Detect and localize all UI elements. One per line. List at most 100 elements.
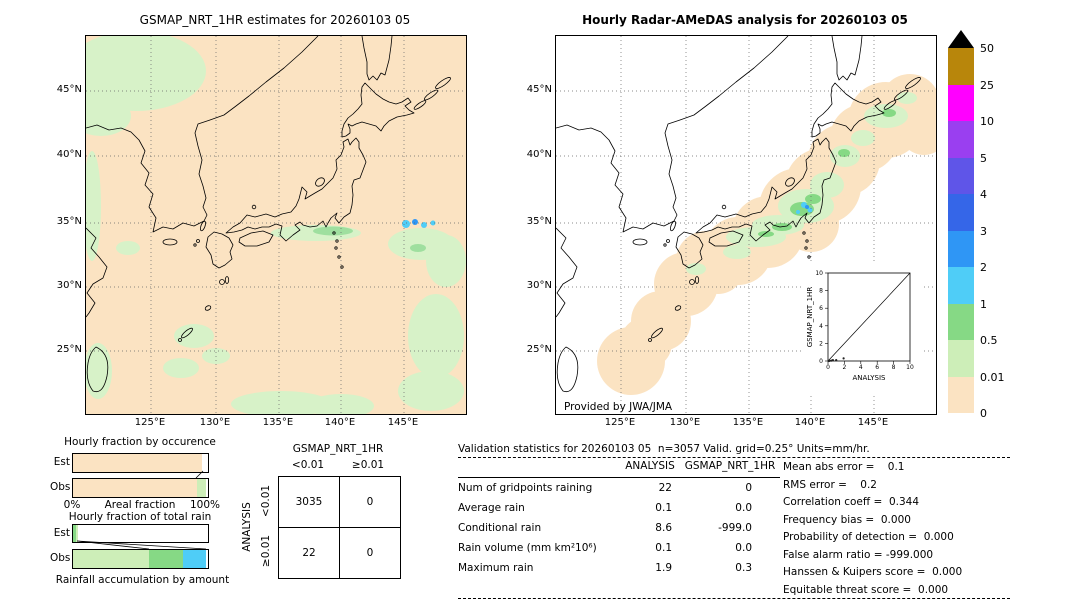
colorbar-label-001: 0.01 <box>980 370 1005 384</box>
colorbar-segment-4-5 <box>948 157 974 194</box>
left-lon-tick-130e: 130°E <box>199 417 231 428</box>
colorbar-label-10: 10 <box>980 115 994 128</box>
scatter-points <box>827 357 845 363</box>
validation-scores: Mean abs error = 0.1 RMS error = 0.2 Cor… <box>783 459 1010 599</box>
svg-text:8: 8 <box>892 364 896 371</box>
svg-text:6: 6 <box>875 364 879 371</box>
contingency-col-group-label: GSMAP_NRT_1HR <box>292 443 384 455</box>
svg-text:2: 2 <box>819 340 823 347</box>
totalrain-obs-label: Obs <box>50 552 71 564</box>
contingency-cell-false-alarm: 0 <box>339 476 401 528</box>
validation-row-gridpoints: Num of gridpoints raining 22 0 <box>458 482 752 494</box>
colorbar-label-25: 25 <box>980 78 994 92</box>
occurrence-axis-label: Areal fraction <box>104 499 176 511</box>
colorbar-segment-0-001 <box>948 376 974 413</box>
radar-amedas-map: 0 2 4 6 8 10 0 2 4 6 8 10 ANALYSIS GSMAP… <box>555 35 948 415</box>
left-lat-tick-35n: 35°N <box>56 216 82 227</box>
occurrence-obs-label: Obs <box>50 481 71 493</box>
occurrence-obs-bar <box>72 478 209 498</box>
score-frequency-bias: Frequency bias = 0.000 <box>783 513 911 526</box>
colorbar-segment-1-2 <box>948 267 974 304</box>
dashed-divider-bottom <box>458 598 1010 599</box>
right-lon-tick-125e: 125°E <box>604 417 636 428</box>
svg-text:10: 10 <box>815 270 823 277</box>
colorbar-label-3: 3 <box>980 224 987 238</box>
validation-row-maximum-rain: Maximum rain 1.9 0.3 <box>458 562 752 574</box>
colorbar-label-0: 0 <box>980 407 987 420</box>
right-lat-tick-35n: 35°N <box>526 216 552 227</box>
svg-text:8: 8 <box>819 288 823 295</box>
contingency-cell-hit-none: 3035 <box>278 476 340 528</box>
colorbar-segment-10-25 <box>948 84 974 121</box>
colorbar-label-1: 1 <box>980 297 987 311</box>
contingency-row-label-lt: <0.01 <box>260 484 272 518</box>
contingency-col-label-lt: <0.01 <box>291 459 325 471</box>
scatter-inset: 0 2 4 6 8 10 0 2 4 6 8 10 ANALYSIS GSMAP… <box>802 262 924 394</box>
colorbar-segment-001-05 <box>948 340 974 377</box>
contingency-table: 3035 0 22 0 <box>278 476 401 579</box>
left-lon-tick-135e: 135°E <box>262 417 294 428</box>
scatter-x-tick-labels: 0 2 4 6 8 10 <box>826 364 914 371</box>
totalrain-chart-title: Hourly fraction of total rain <box>68 511 212 523</box>
colorbar-label-2: 2 <box>980 261 987 274</box>
right-lat-tick-45n: 45°N <box>526 84 552 95</box>
occurrence-chart-title: Hourly fraction by occurence <box>64 436 216 448</box>
validation-col-analysis: ANALYSIS <box>625 460 675 472</box>
colorbar-label-50: 50 <box>980 42 994 55</box>
occurrence-est-label: Est <box>53 456 70 468</box>
scatter-y-tick-labels: 0 2 4 6 8 10 <box>815 270 823 365</box>
validation-row-conditional-rain: Conditional rain 8.6 -999.0 <box>458 522 752 534</box>
left-map-title: GSMAP_NRT_1HR estimates for 20260103 05 <box>139 13 411 27</box>
left-lon-tick-145e: 145°E <box>387 417 419 428</box>
svg-text:6: 6 <box>819 305 823 312</box>
colorbar-segment-05-1 <box>948 303 974 340</box>
occurrence-axis-max: 100% <box>190 499 221 511</box>
colorbar-segment-5-10 <box>948 121 974 158</box>
score-mean-abs-error: Mean abs error = 0.1 <box>783 461 905 473</box>
totalrain-obs-bar <box>72 549 209 569</box>
gsmap-estimates-map <box>66 31 467 418</box>
contingency-cell-hit: 0 <box>339 527 401 579</box>
right-lat-tick-25n: 25°N <box>526 344 552 355</box>
score-probability-of-detection: Probability of detection = 0.000 <box>783 531 954 543</box>
right-map-title: Hourly Radar-AMeDAS analysis for 2026010… <box>582 13 908 27</box>
left-lat-tick-40n: 40°N <box>56 149 82 160</box>
score-correlation-coeff: Correlation coeff = 0.344 <box>783 496 919 508</box>
score-hanssen-kuipers: Hanssen & Kuipers score = 0.000 <box>783 566 963 578</box>
colorbar-segment-2-3 <box>948 230 974 267</box>
contingency-col-label-ge: ≥0.01 <box>351 459 385 471</box>
colorbar-label-4: 4 <box>980 188 987 201</box>
svg-text:4: 4 <box>819 323 823 330</box>
right-lon-tick-140e: 140°E <box>794 417 826 428</box>
left-lat-tick-30n: 30°N <box>56 280 82 291</box>
validation-header: Validation statistics for 20260103 05 n=… <box>458 443 870 455</box>
colorbar-overflow-triangle <box>948 30 974 48</box>
validation-col-gsmap: GSMAP_NRT_1HR <box>684 460 776 472</box>
score-equitable-threat: Equitable threat score = 0.000 <box>783 583 949 596</box>
right-lon-tick-145e: 145°E <box>857 417 889 428</box>
right-lat-tick-30n: 30°N <box>526 280 552 291</box>
contingency-row-group-label: ANALYSIS <box>241 502 253 552</box>
colorbar-label-5: 5 <box>980 151 987 165</box>
scatter-ylabel: GSMAP_NRT_1HR <box>806 287 814 348</box>
left-lon-tick-140e: 140°E <box>324 417 356 428</box>
colorbar-label-05: 0.5 <box>980 334 998 347</box>
occurrence-axis-min: 0% <box>63 499 81 511</box>
right-lon-tick-130e: 130°E <box>669 417 701 428</box>
validation-row-average-rain: Average rain 0.1 0.0 <box>458 502 752 514</box>
credit-text: Provided by JWA/JMA <box>564 401 673 413</box>
left-lat-tick-45n: 45°N <box>56 84 82 95</box>
right-lat-tick-40n: 40°N <box>526 149 552 160</box>
validation-table: ANALYSIS GSMAP_NRT_1HR Num of gridpoints… <box>458 460 780 578</box>
svg-text:10: 10 <box>906 364 914 371</box>
radar-moderate-rain-patches <box>758 109 896 237</box>
scatter-tick-marks <box>825 272 911 364</box>
svg-text:2: 2 <box>842 364 846 371</box>
totalrain-chart-caption: Rainfall accumulation by amount <box>55 574 230 586</box>
contingency-row-label-ge: ≥0.01 <box>260 534 272 568</box>
scatter-xlabel: ANALYSIS <box>852 374 886 382</box>
validation-row-rain-volume: Rain volume (mm km²10⁶) 0.1 0.0 <box>458 542 752 554</box>
validation-table-header: ANALYSIS GSMAP_NRT_1HR <box>458 460 780 478</box>
totalrain-est-bar <box>72 524 209 543</box>
